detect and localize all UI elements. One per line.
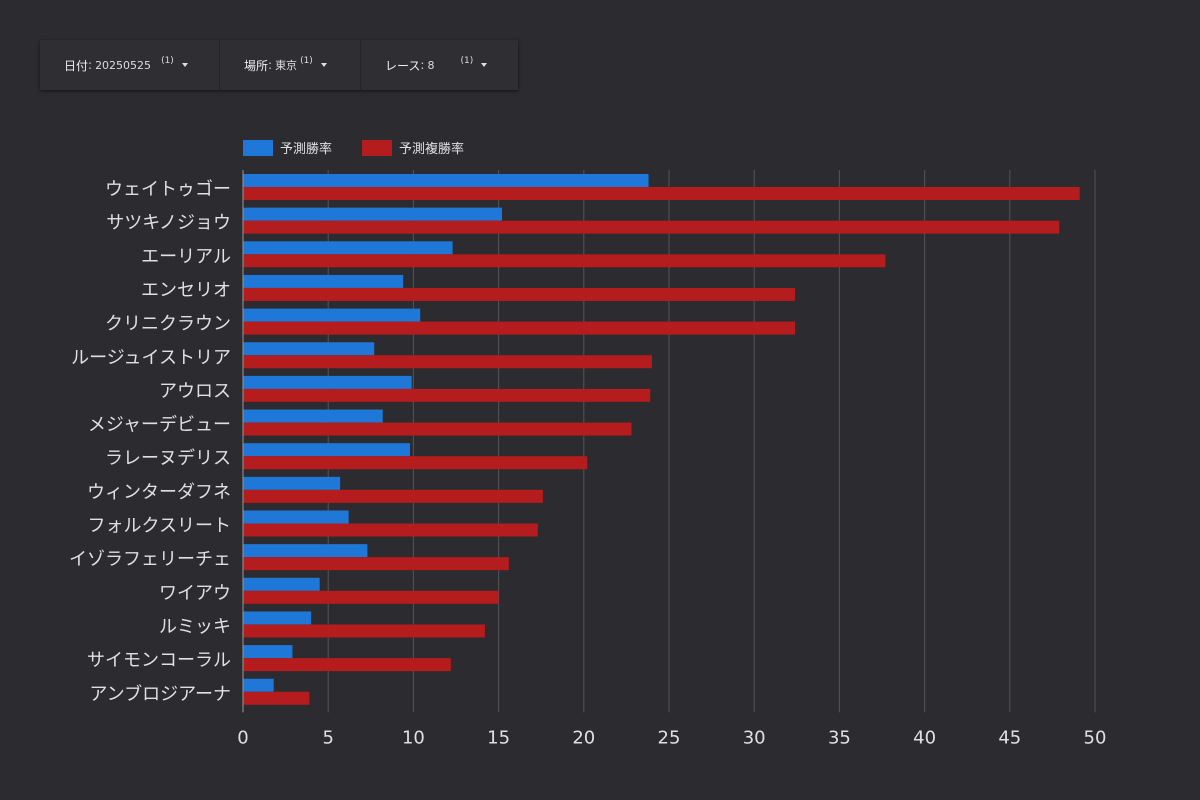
- date-filter-colon: :: [88, 58, 93, 72]
- win-rate-bar: [243, 443, 410, 457]
- category-label: ルミッキ: [159, 616, 231, 637]
- win-rate-bar: [243, 611, 312, 625]
- category-label: ウィンターダフネ: [87, 482, 231, 503]
- legend-label: 予測勝率: [280, 141, 332, 157]
- date-filter-value: 20250525: [95, 58, 152, 72]
- category-label: メジャーデビュー: [88, 415, 231, 436]
- place-rate-bar: [243, 624, 485, 638]
- place-rate-bar: [243, 254, 886, 268]
- place-rate-bar: [243, 187, 1080, 200]
- category-label: エンセリオ: [141, 280, 231, 301]
- x-tick-label: 40: [913, 727, 936, 748]
- race-filter-count: (1): [460, 56, 474, 66]
- category-label: ワイアウ: [159, 583, 231, 604]
- x-tick-label: 35: [828, 727, 851, 748]
- place-rate-bar: [243, 523, 538, 537]
- dropdown-caret-icon: [481, 63, 488, 67]
- category-label: アウロス: [159, 381, 231, 402]
- place-rate-bar: [243, 287, 796, 301]
- x-tick-label: 50: [1084, 727, 1107, 748]
- category-label: クリニクラウン: [105, 314, 231, 335]
- win-rate-bar: [243, 308, 421, 322]
- venue-filter-count: (1): [300, 56, 313, 66]
- place-rate-bar: [243, 388, 651, 402]
- place-rate-bar: [243, 456, 588, 470]
- place-rate-bar: [243, 658, 451, 672]
- x-tick-label: 30: [743, 727, 766, 748]
- place-rate-bar: [243, 489, 543, 503]
- place-rate-bar: [243, 691, 310, 705]
- win-rate-bar: [243, 174, 649, 187]
- win-rate-bar: [243, 409, 383, 423]
- win-rate-bar: [243, 274, 404, 288]
- race-filter-colon: :: [420, 58, 425, 72]
- win-rate-bar: [243, 342, 375, 356]
- x-tick-label: 15: [487, 727, 510, 748]
- x-tick-label: 20: [572, 727, 595, 748]
- legend-place-swatch: [362, 140, 392, 156]
- x-tick-label: 5: [322, 727, 333, 748]
- date-filter-count: (1): [161, 56, 174, 66]
- venue-filter-colon: :: [268, 58, 273, 72]
- race-filter[interactable]: レース:8 (1): [361, 40, 518, 90]
- place-rate-bar: [243, 557, 509, 571]
- dropdown-caret-icon: [181, 63, 188, 67]
- category-label: サツキノジョウ: [106, 213, 231, 234]
- place-rate-bar: [243, 422, 632, 436]
- category-label: ウェイトゥゴー: [105, 179, 231, 200]
- venue-filter-value: 東京: [275, 59, 298, 72]
- win-rate-bar: [243, 375, 412, 389]
- dropdown-caret-icon: [320, 63, 327, 67]
- category-label: ルージュイストリア: [71, 347, 231, 368]
- win-rate-bar: [243, 645, 293, 659]
- race-filter-value: 8: [427, 58, 435, 72]
- legend-win-swatch: [243, 140, 273, 156]
- x-tick-label: 0: [237, 727, 248, 748]
- win-rate-bar: [243, 577, 320, 591]
- place-rate-bar: [243, 220, 1060, 234]
- win-rate-bar: [243, 544, 368, 558]
- date-filter[interactable]: 日付:20250525 (1): [40, 40, 220, 90]
- x-tick-label: 25: [658, 727, 681, 748]
- place-rate-bar: [243, 590, 499, 604]
- filter-bar: 日付:20250525 (1) 場所: 東京 (1) レース:8 (1): [40, 40, 518, 90]
- category-label: イゾラフェリーチェ: [69, 549, 231, 570]
- category-label: フォルクスリート: [88, 516, 231, 537]
- category-label: サイモンコーラル: [87, 650, 231, 671]
- category-label: エーリアル: [141, 246, 231, 267]
- legend-label: 予測複勝率: [399, 141, 464, 157]
- win-rate-bar: [243, 510, 349, 524]
- category-label: ラレーヌデリス: [105, 448, 231, 469]
- x-tick-label: 10: [402, 727, 425, 748]
- place-rate-bar: [243, 355, 652, 369]
- win-rate-bar: [243, 476, 341, 490]
- category-label: アンブロジアーナ: [89, 683, 231, 705]
- date-filter-label: 日付: [64, 58, 89, 73]
- win-rate-bar: [243, 207, 503, 221]
- venue-filter[interactable]: 場所: 東京 (1): [220, 40, 361, 90]
- win-rate-bar: [243, 678, 274, 692]
- race-filter-label: レース: [385, 58, 421, 73]
- venue-filter-label: 場所: [244, 58, 269, 73]
- place-rate-bar: [243, 321, 796, 335]
- x-tick-label: 45: [998, 727, 1021, 748]
- win-rate-bar: [243, 241, 453, 255]
